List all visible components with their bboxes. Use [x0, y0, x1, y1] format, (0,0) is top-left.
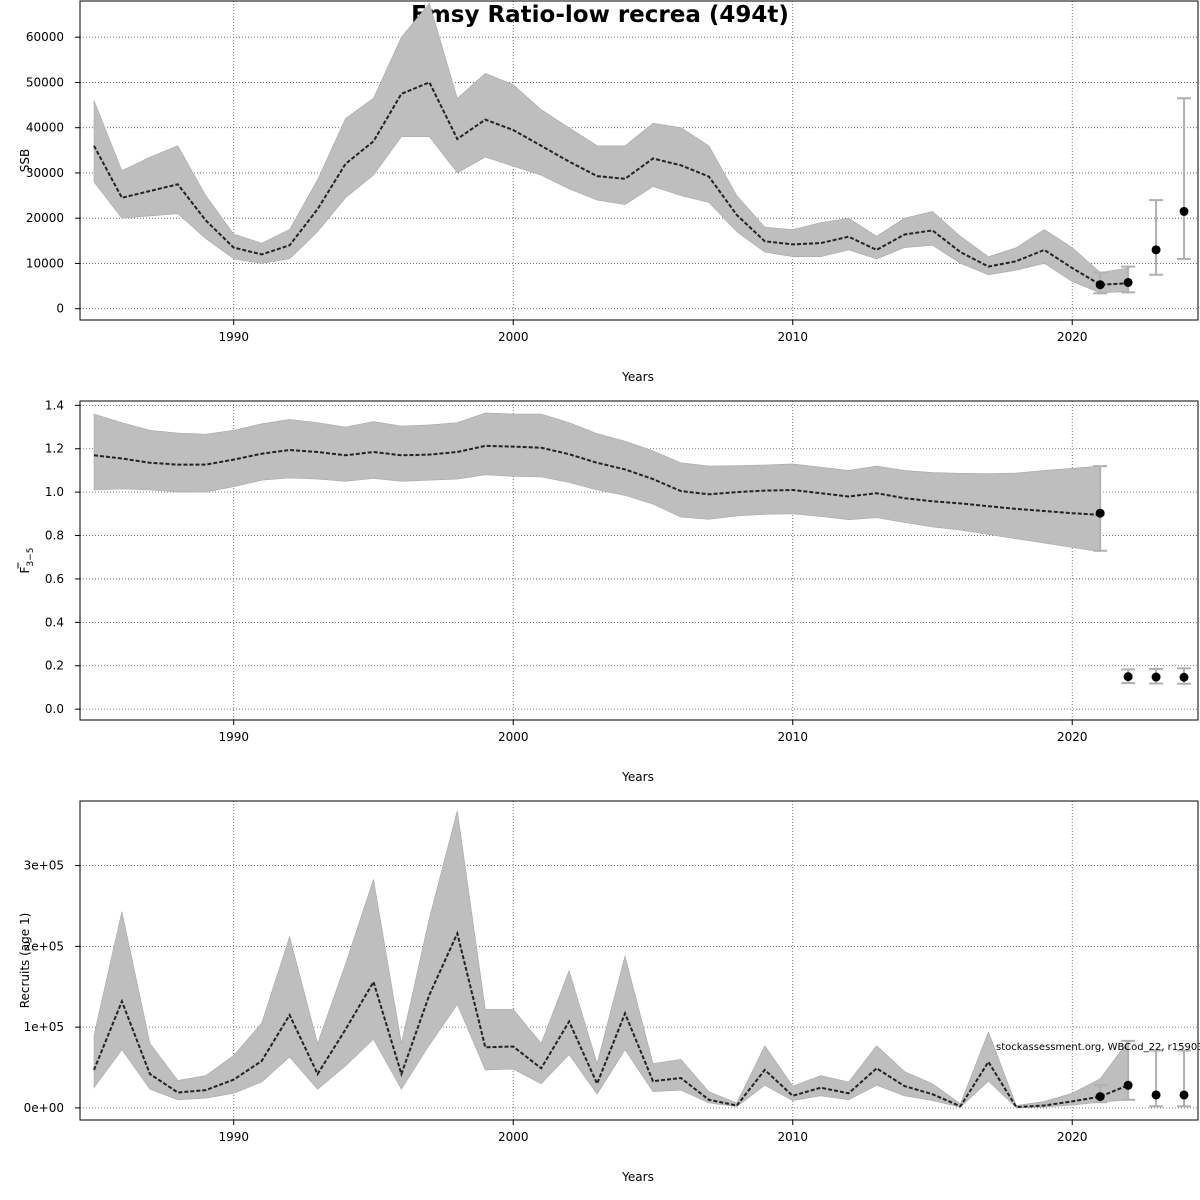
forecast-point — [1151, 245, 1161, 255]
confidence-band — [93, 810, 1129, 1108]
estimate-line — [93, 930, 1129, 1109]
plot-frame — [79, 0, 1199, 321]
x-tick-label: 1990 — [218, 330, 249, 344]
source-footnote: stockassessment.org, WBCod_22, r15903 — [996, 1042, 1200, 1053]
x-tick-label: 1990 — [218, 730, 249, 744]
y-tick-label: 1.2 — [45, 442, 64, 456]
y-tick-label: 60000 — [26, 30, 64, 44]
forecast-point — [1151, 672, 1161, 682]
fbar-panel: 1990 2000 2010 2020 0.0 0.2 0.4 0.6 0.8 1.0 1.2 1.4… — [17, 398, 1199, 784]
forecast-point — [1095, 508, 1105, 518]
y-axis-label: F3−5 — [18, 548, 36, 574]
y-tick-label: 1.0 — [45, 485, 64, 499]
y-tick-label: 10000 — [26, 256, 64, 270]
y-tick-label: 0e+00 — [24, 1101, 64, 1115]
x-tick-label: 2000 — [498, 330, 529, 344]
forecast-point — [1123, 672, 1133, 682]
y-tick-label: 0.0 — [45, 702, 64, 716]
x-axis-label: Years — [621, 370, 654, 384]
y-tick-label: 1e+05 — [24, 1020, 64, 1034]
ssb-panel: 1990 2000 2010 2020 0 10000 20000 30000 40000 500… — [18, 0, 1199, 384]
x-axis-label: Years — [621, 1170, 654, 1184]
recruits-panel: 1990 2000 2010 2020 0e+00 1e+05 2e+05 3e+05 Year… — [18, 800, 1199, 1184]
forecast-point — [1151, 1090, 1161, 1100]
estimate-line — [93, 81, 1129, 286]
confidence-band — [93, 2, 1129, 294]
forecast-point — [1095, 1092, 1105, 1102]
x-tick-label: 2020 — [1057, 330, 1088, 344]
confidence-band — [93, 412, 1101, 553]
y-tick-label: 0.6 — [45, 572, 64, 586]
y-tick-label: 20000 — [26, 211, 64, 225]
y-axis-label-main: F — [18, 566, 32, 573]
y-tick-label: 30000 — [26, 166, 64, 180]
forecast-point — [1179, 672, 1189, 682]
x-tick-label: 2010 — [777, 730, 808, 744]
chart-title: Fmsy Ratio-low recrea (494t) — [411, 2, 789, 28]
forecast-point — [1123, 1080, 1133, 1090]
x-tick-label: 2020 — [1057, 730, 1088, 744]
y-tick-label: 3e+05 — [24, 859, 64, 873]
x-tick-label: 2000 — [498, 1130, 529, 1144]
x-tick-label: 1990 — [218, 1130, 249, 1144]
estimate-line — [93, 444, 1101, 516]
y-tick-label: 2e+05 — [24, 939, 64, 953]
x-tick-label: 2020 — [1057, 1130, 1088, 1144]
forecast-point — [1179, 1090, 1189, 1100]
forecast-point — [1123, 277, 1133, 287]
plot-frame — [79, 800, 1199, 1121]
y-tick-label: 1.4 — [45, 398, 64, 412]
y-tick-label: 40000 — [26, 121, 64, 135]
y-axis-label: Recruits (age 1) — [18, 913, 32, 1009]
x-tick-label: 2010 — [777, 330, 808, 344]
y-tick-label: 0.8 — [45, 529, 64, 543]
y-axis-label: SSB — [18, 149, 32, 172]
y-tick-label: 0 — [56, 302, 64, 316]
y-axis-label-subscript: 3−5 — [26, 548, 36, 567]
plot-frame — [79, 400, 1199, 721]
y-tick-label: 50000 — [26, 75, 64, 89]
x-tick-label: 2000 — [498, 730, 529, 744]
y-tick-label: 0.2 — [45, 659, 64, 673]
forecast-point — [1095, 280, 1105, 290]
x-tick-label: 2010 — [777, 1130, 808, 1144]
forecast-point — [1179, 206, 1189, 216]
y-tick-label: 0.4 — [45, 615, 64, 629]
x-axis-label: Years — [621, 770, 654, 784]
